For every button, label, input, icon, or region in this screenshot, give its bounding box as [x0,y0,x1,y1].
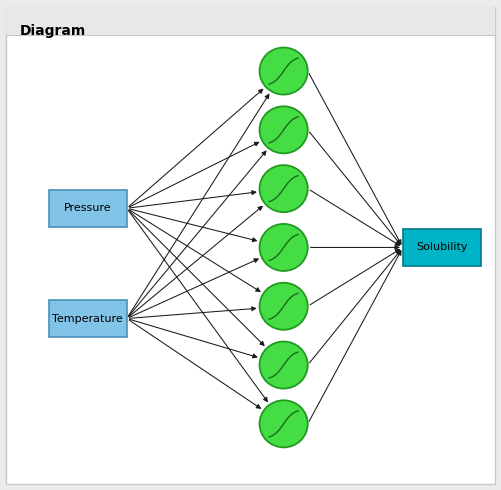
Circle shape [259,283,307,330]
Circle shape [259,106,307,153]
Text: Solubility: Solubility [415,243,466,252]
FancyBboxPatch shape [6,7,494,484]
Circle shape [259,400,307,447]
Text: Diagram: Diagram [20,24,86,38]
Circle shape [259,224,307,271]
FancyBboxPatch shape [6,6,494,35]
FancyBboxPatch shape [49,190,126,226]
Circle shape [259,48,307,95]
Circle shape [259,342,307,389]
Circle shape [259,165,307,212]
FancyBboxPatch shape [402,229,480,266]
Text: Pressure: Pressure [64,203,111,213]
FancyBboxPatch shape [49,300,126,337]
Text: Temperature: Temperature [53,314,123,323]
